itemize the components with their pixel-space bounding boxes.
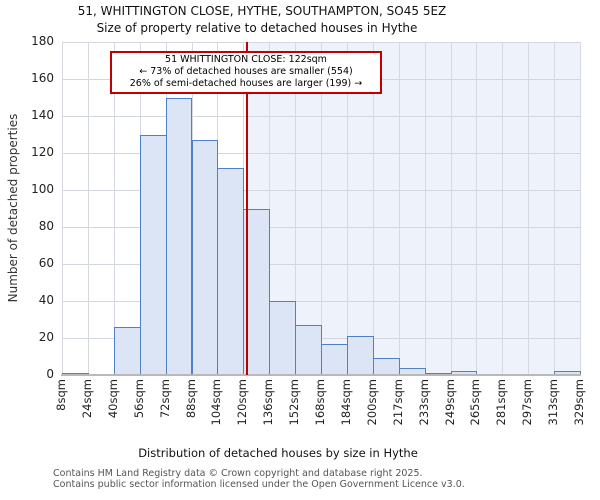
x-tick-text: 249sqm xyxy=(442,379,457,426)
x-tick-label: 104sqm xyxy=(209,379,223,429)
histogram-bar xyxy=(243,208,271,375)
vertical-gridline xyxy=(580,42,581,375)
histogram-bar xyxy=(191,140,219,375)
vertical-gridline xyxy=(528,42,530,375)
histogram-bar xyxy=(346,336,374,375)
y-tick-label: 20 xyxy=(38,330,54,344)
x-tick-label: 72sqm xyxy=(158,379,172,422)
x-tick-label: 297sqm xyxy=(520,379,534,429)
y-tick-label: 60 xyxy=(38,256,54,270)
plot-area xyxy=(61,42,581,376)
x-tick-text: 233sqm xyxy=(416,379,431,426)
x-tick-text: 88sqm xyxy=(183,379,198,419)
x-tick-text: 120sqm xyxy=(235,379,250,426)
x-tick-text: 152sqm xyxy=(287,379,302,426)
x-tick-label: 8sqm xyxy=(54,379,68,415)
x-tick-text: 168sqm xyxy=(313,379,327,426)
y-tick-label: 180 xyxy=(31,34,54,48)
y-tick-label: 160 xyxy=(31,71,54,85)
x-axis-label: Distribution of detached houses by size … xyxy=(138,446,418,460)
x-tick-label: 136sqm xyxy=(261,379,275,429)
x-tick-label: 281sqm xyxy=(494,379,508,429)
annotation-line-3: 26% of semi-detached houses are larger (… xyxy=(129,78,363,89)
vertical-gridline xyxy=(295,42,297,375)
y-tick-label: 120 xyxy=(31,145,54,159)
x-tick-label: 200sqm xyxy=(365,379,379,429)
vertical-gridline xyxy=(502,42,504,375)
x-tick-text: 184sqm xyxy=(338,379,353,426)
x-tick-label: 40sqm xyxy=(106,379,120,422)
property-annotation-box: 51 WHITTINGTON CLOSE: 122sqm ← 73% of de… xyxy=(110,51,382,94)
x-tick-text: 72sqm xyxy=(157,379,172,419)
y-tick-label: 40 xyxy=(38,293,54,307)
x-tick-label: 88sqm xyxy=(184,379,198,422)
vertical-gridline xyxy=(554,42,556,375)
y-tick-label: 0 xyxy=(46,367,54,381)
x-tick-label: 120sqm xyxy=(235,379,249,429)
x-tick-label: 233sqm xyxy=(417,379,431,429)
vertical-gridline xyxy=(321,42,322,375)
attribution-footer: Contains HM Land Registry data © Crown c… xyxy=(53,468,465,490)
x-axis-line xyxy=(61,374,581,376)
x-tick-label: 265sqm xyxy=(468,379,482,429)
x-tick-text: 217sqm xyxy=(390,379,405,426)
histogram-bar xyxy=(372,358,400,375)
x-tick-label: 56sqm xyxy=(132,379,146,422)
vertical-gridline xyxy=(372,42,374,375)
histogram-bar xyxy=(165,97,193,375)
x-tick-text: 297sqm xyxy=(520,379,535,426)
histogram-bar xyxy=(269,301,297,375)
vertical-gridline xyxy=(424,42,426,375)
annotation-line-1: 51 WHITTINGTON CLOSE: 122sqm xyxy=(165,54,327,65)
x-tick-label: 249sqm xyxy=(443,379,457,429)
x-tick-text: 313sqm xyxy=(546,379,561,426)
x-tick-text: 281sqm xyxy=(494,379,509,426)
y-tick-label: 80 xyxy=(38,219,54,233)
histogram-bar xyxy=(217,167,245,375)
x-tick-text: 56sqm xyxy=(131,379,146,419)
vertical-gridline xyxy=(346,42,348,375)
vertical-gridline xyxy=(476,42,478,375)
vertical-gridline xyxy=(62,42,63,375)
footer-line-1: Contains HM Land Registry data © Crown c… xyxy=(53,468,423,479)
x-tick-label: 24sqm xyxy=(80,379,94,422)
x-tick-text: 40sqm xyxy=(105,379,120,419)
x-tick-label: 152sqm xyxy=(287,379,301,429)
y-tick-label: 140 xyxy=(31,108,54,122)
y-axis-label: Number of detached properties xyxy=(6,113,20,303)
x-tick-text: 265sqm xyxy=(468,379,483,426)
annotation-line-2: ← 73% of detached houses are smaller (55… xyxy=(139,66,353,77)
x-tick-text: 24sqm xyxy=(79,379,94,419)
x-tick-label: 184sqm xyxy=(339,379,353,429)
x-tick-label: 217sqm xyxy=(391,379,405,429)
histogram-bar xyxy=(295,325,322,375)
x-tick-text: 8sqm xyxy=(54,379,68,411)
x-tick-label: 313sqm xyxy=(546,379,560,429)
footer-line-2: Contains public sector information licen… xyxy=(53,479,465,490)
chart-title: 51, WHITTINGTON CLOSE, HYTHE, SOUTHAMPTO… xyxy=(77,4,447,18)
x-tick-text: 200sqm xyxy=(364,379,379,426)
x-tick-label: 329sqm xyxy=(572,379,586,429)
vertical-gridline xyxy=(450,42,452,375)
x-tick-text: 104sqm xyxy=(209,379,224,426)
y-tick-label: 100 xyxy=(31,182,54,196)
x-tick-label: 168sqm xyxy=(313,379,327,429)
histogram-bar xyxy=(321,343,348,375)
subject-property-marker-line xyxy=(245,42,248,375)
x-tick-text: 329sqm xyxy=(572,379,586,426)
vertical-gridline xyxy=(398,42,400,375)
histogram-bar xyxy=(139,134,167,375)
vertical-gridline xyxy=(113,42,115,375)
shaded-region-larger-sizes xyxy=(246,42,580,375)
vertical-gridline xyxy=(87,42,89,375)
x-tick-text: 136sqm xyxy=(261,379,276,426)
histogram-bar xyxy=(113,326,141,375)
chart-subtitle: Size of property relative to detached ho… xyxy=(96,21,418,35)
